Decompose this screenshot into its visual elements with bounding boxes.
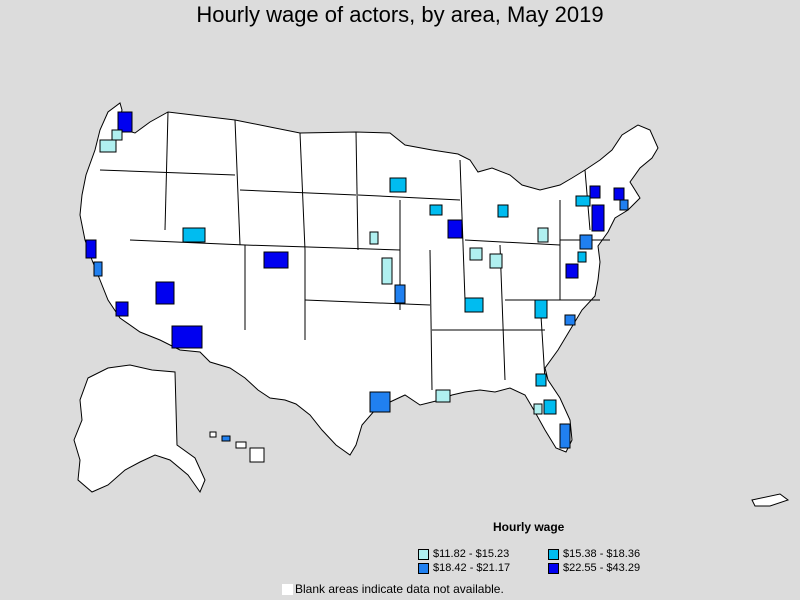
legend-label-3: $18.42 - $21.17 [433,562,511,574]
area-kansas-city [369,231,379,245]
legend-swatch-3 [418,562,429,574]
legend-swatch-2 [548,548,559,560]
area-philadelphia [579,234,593,250]
area-milwaukee [429,204,443,216]
data-note: Blank areas indicate data not available. [282,582,504,596]
area-rochester [575,195,591,207]
area-spokane [111,129,123,141]
legend-title: Hourly wage [493,520,565,534]
alaska-shape [73,364,206,494]
area-indianapolis [469,247,483,261]
area-columbus [489,253,503,269]
area-minneapolis [389,177,407,193]
wage-areas [85,111,629,449]
area-jacksonville [535,373,547,387]
legend-label-1: $11.82 - $15.23 [433,548,510,560]
legend-swatch-4 [548,562,559,574]
area-baltimore [577,251,587,263]
area-wichita [381,257,393,285]
legend-label-2: $15.38 - $18.36 [563,548,641,560]
area-tampa [543,399,557,415]
area-albany [589,185,601,199]
area-new-orleans [435,389,451,403]
note-text: Blank areas indicate data not available. [295,582,504,596]
area-tulsa [394,284,406,304]
area-sacramento [93,261,103,277]
area-orlando [533,403,543,415]
contiguous-us-shape [79,102,659,456]
area-charlotte [534,299,548,319]
area-houston [369,391,391,413]
area-chicago [447,219,463,239]
legend-item-2: $15.38 - $18.36 [548,548,640,560]
hawaii-shapes [209,431,265,463]
area-nashville [464,297,484,313]
legend-swatch-1 [418,548,429,560]
area-hartford [619,199,629,211]
legend-label-4: $22.55 - $43.29 [563,562,641,574]
area-boston [613,187,625,201]
legend-item-1: $11.82 - $15.23 [418,548,509,560]
area-portland [99,139,117,153]
area-raleigh [564,314,576,326]
state-borders [99,111,610,391]
blank-swatch [282,583,293,595]
puerto-rico-shape [751,493,790,507]
map-title: Hourly wage of actors, by area, May 2019 [196,2,604,27]
area-new-york [591,204,605,232]
area-denver [263,251,289,269]
area-phoenix [171,325,203,349]
area-san-francisco [85,239,97,259]
area-pittsburgh [537,227,549,243]
area-seattle [117,111,133,133]
area-washington-dc [565,263,579,279]
area-los-angeles [115,301,129,317]
legend-item-3: $18.42 - $21.17 [418,562,510,574]
legend-item-4: $22.55 - $43.29 [548,562,640,574]
area-miami [559,423,571,449]
area-detroit [497,204,509,218]
area-salt-lake [182,227,206,243]
area-las-vegas [155,281,175,305]
